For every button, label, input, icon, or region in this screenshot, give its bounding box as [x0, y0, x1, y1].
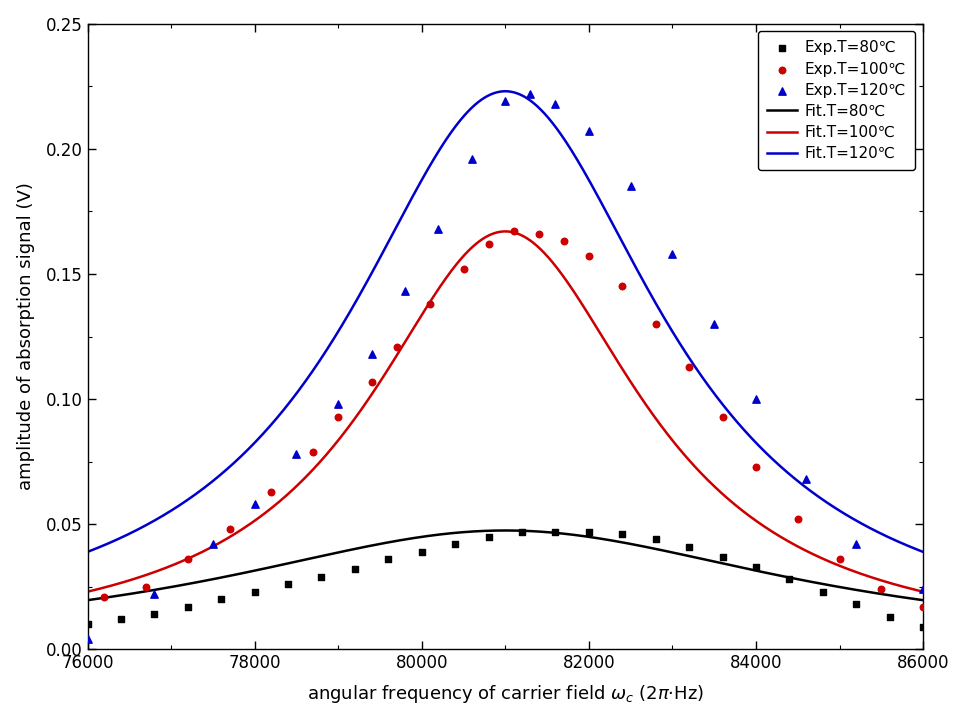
Exp.T=80℃: [147, 609, 162, 620]
Exp.T=80℃: [815, 586, 831, 598]
Exp.T=120℃: [464, 153, 479, 165]
Exp.T=120℃: [497, 95, 513, 107]
Exp.T=100℃: [456, 263, 471, 274]
Exp.T=100℃: [556, 235, 572, 247]
Exp.T=120℃: [706, 318, 722, 330]
Exp.T=120℃: [205, 539, 220, 550]
Exp.T=120℃: [798, 474, 813, 485]
Exp.T=120℃: [431, 223, 446, 235]
Exp.T=100℃: [749, 461, 764, 472]
Exp.T=80℃: [314, 571, 329, 583]
Exp.T=80℃: [347, 563, 362, 575]
Exp.T=100℃: [180, 554, 195, 565]
Exp.T=100℃: [389, 341, 405, 352]
Exp.T=120℃: [548, 98, 563, 110]
Exp.T=100℃: [481, 238, 497, 250]
Exp.T=100℃: [648, 318, 664, 330]
Exp.T=100℃: [832, 554, 847, 565]
Exp.T=100℃: [790, 513, 806, 525]
Exp.T=80℃: [916, 621, 931, 632]
Exp.T=80℃: [213, 593, 229, 605]
Exp.T=120℃: [289, 448, 304, 460]
Exp.T=80℃: [280, 578, 296, 590]
Exp.T=120℃: [397, 286, 412, 297]
Y-axis label: amplitude of absorption signal (V): amplitude of absorption signal (V): [16, 183, 35, 490]
Exp.T=80℃: [781, 573, 797, 585]
Exp.T=120℃: [147, 588, 162, 600]
Exp.T=100℃: [264, 486, 279, 497]
Exp.T=100℃: [364, 375, 380, 387]
Exp.T=100℃: [305, 446, 321, 458]
Exp.T=100℃: [506, 225, 522, 237]
Exp.T=80℃: [681, 541, 696, 552]
Exp.T=80℃: [180, 601, 195, 612]
Exp.T=80℃: [882, 611, 897, 622]
Exp.T=120℃: [330, 399, 346, 410]
Exp.T=100℃: [222, 523, 238, 535]
Exp.T=80℃: [848, 599, 864, 610]
Exp.T=80℃: [514, 526, 529, 537]
Exp.T=100℃: [531, 228, 547, 240]
Exp.T=100℃: [873, 583, 889, 595]
Legend: Exp.T=80℃, Exp.T=100℃, Exp.T=120℃, Fit.T=80℃, Fit.T=100℃, Fit.T=120℃: Exp.T=80℃, Exp.T=100℃, Exp.T=120℃, Fit.T…: [757, 31, 916, 170]
Exp.T=80℃: [80, 619, 96, 630]
Exp.T=80℃: [247, 586, 263, 598]
Exp.T=120℃: [523, 88, 538, 100]
X-axis label: angular frequency of carrier field $\omega_c$ $(2\pi$$\cdot$Hz): angular frequency of carrier field $\ome…: [307, 683, 704, 705]
Exp.T=100℃: [715, 411, 730, 422]
Exp.T=80℃: [614, 529, 630, 540]
Exp.T=120℃: [665, 248, 680, 260]
Exp.T=100℃: [681, 361, 696, 373]
Exp.T=120℃: [247, 498, 263, 510]
Exp.T=120℃: [749, 393, 764, 405]
Exp.T=80℃: [414, 546, 430, 557]
Exp.T=120℃: [582, 126, 597, 137]
Exp.T=120℃: [848, 539, 864, 550]
Exp.T=80℃: [113, 614, 128, 625]
Exp.T=100℃: [916, 601, 931, 612]
Exp.T=80℃: [447, 539, 463, 550]
Exp.T=80℃: [582, 526, 597, 537]
Exp.T=100℃: [582, 251, 597, 262]
Exp.T=100℃: [422, 298, 438, 310]
Exp.T=80℃: [548, 526, 563, 537]
Exp.T=100℃: [138, 581, 154, 593]
Exp.T=80℃: [481, 531, 497, 542]
Exp.T=120℃: [364, 348, 380, 360]
Exp.T=80℃: [648, 534, 664, 545]
Exp.T=120℃: [623, 180, 639, 192]
Exp.T=80℃: [715, 551, 730, 562]
Exp.T=100℃: [97, 591, 112, 603]
Exp.T=80℃: [381, 554, 396, 565]
Exp.T=80℃: [749, 561, 764, 573]
Exp.T=100℃: [330, 411, 346, 422]
Exp.T=100℃: [614, 281, 630, 292]
Exp.T=120℃: [916, 583, 931, 595]
Exp.T=120℃: [80, 634, 96, 645]
